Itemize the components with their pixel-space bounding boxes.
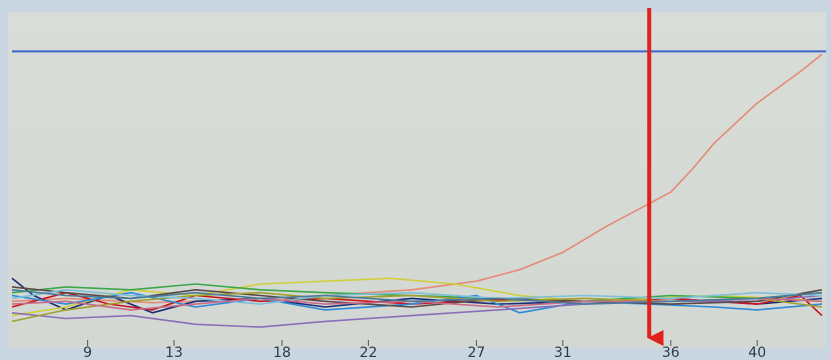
x-tick-label: 13 — [165, 345, 183, 360]
series-layer — [11, 53, 823, 328]
x-tick-label: 9 — [83, 345, 92, 360]
x-tick-label: 36 — [662, 345, 680, 360]
overlay-layer — [12, 8, 826, 346]
series-line-12 — [11, 289, 823, 305]
x-tick-label: 27 — [467, 345, 485, 360]
x-tick-label: 18 — [273, 345, 291, 360]
series-line-10 — [11, 288, 823, 305]
x-tick-label: 31 — [554, 345, 572, 360]
plot-area — [8, 12, 826, 348]
x-axis-ticks: 9 13 18 22 27 31 36 40 — [83, 340, 766, 360]
series-line-3 — [11, 291, 823, 317]
x-tick-label: 22 — [359, 345, 377, 360]
x-tick-label: 40 — [748, 345, 766, 360]
